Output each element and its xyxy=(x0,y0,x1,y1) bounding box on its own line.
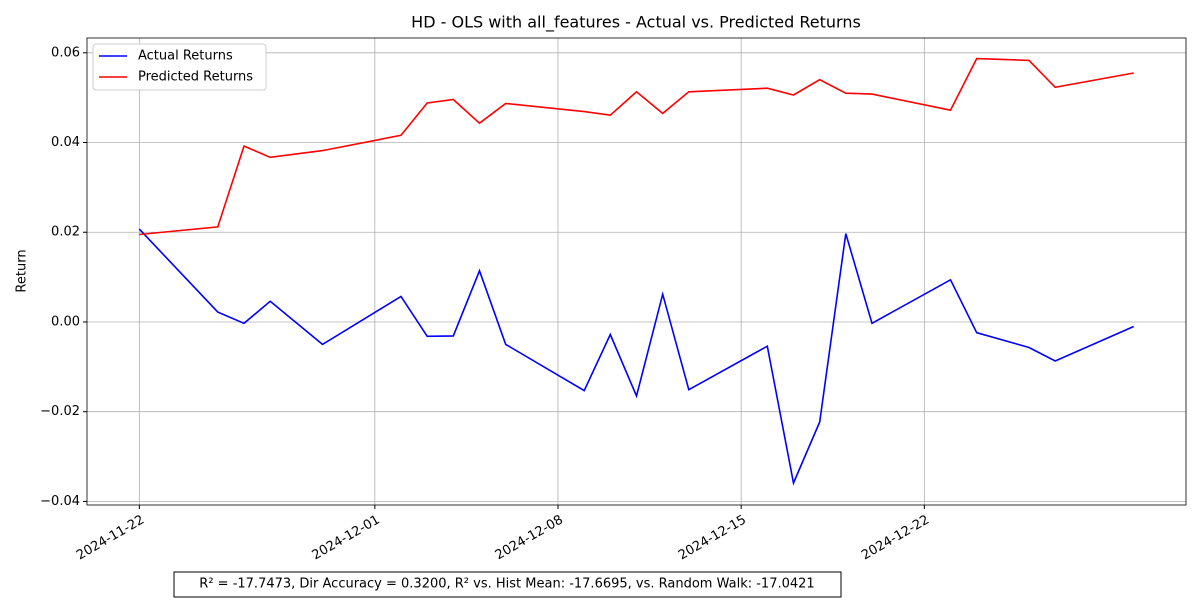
annotation-box xyxy=(173,571,842,598)
y-tick-label: 0.04 xyxy=(51,135,80,150)
y-tick-label: 0.00 xyxy=(51,314,80,329)
y-tick-label: −0.02 xyxy=(40,404,80,419)
x-tick-label: 2024-12-01 xyxy=(310,513,383,564)
data-line xyxy=(138,228,1135,486)
x-tick-label: 2024-12-22 xyxy=(859,513,932,564)
y-tick-label: 0.02 xyxy=(51,225,80,240)
plot-frame xyxy=(86,37,1187,506)
y-tick-label: 0.06 xyxy=(51,45,80,60)
legend-box xyxy=(92,43,267,91)
data-line xyxy=(139,57,1134,236)
x-tick-label: 2024-12-15 xyxy=(676,513,749,564)
chart-title: HD - OLS with all_features - Actual vs. … xyxy=(411,13,861,33)
y-axis-label: Return xyxy=(15,249,30,292)
annotation: R² = -17.7473, Dir Accuracy = 0.3200, R²… xyxy=(199,577,814,592)
legend-label: Predicted Returns xyxy=(138,70,253,85)
x-tick-label: 2024-12-08 xyxy=(493,513,566,564)
legend-label: Actual Returns xyxy=(138,49,233,64)
x-tick-label: 2024-11-22 xyxy=(74,513,147,564)
y-tick-label: −0.04 xyxy=(40,494,80,509)
